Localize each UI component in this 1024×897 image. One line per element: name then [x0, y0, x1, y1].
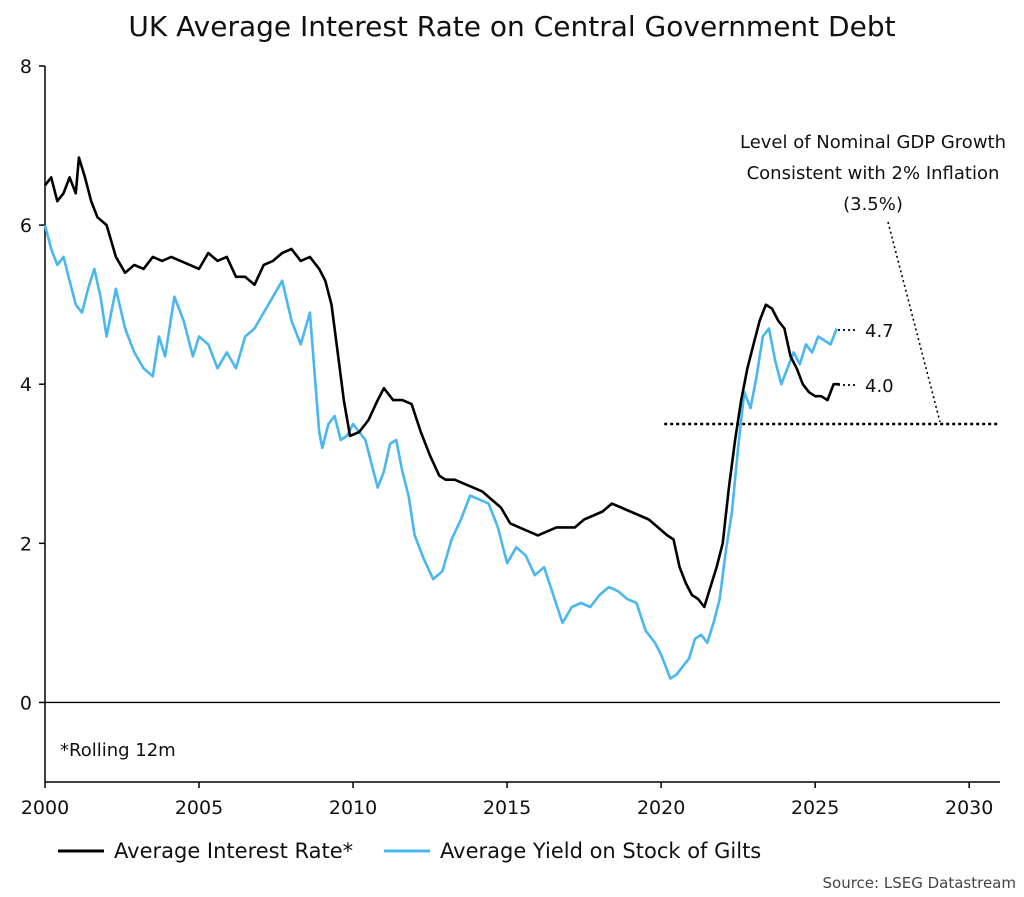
y-tick-label: 8 [20, 56, 32, 78]
x-tick-label: 2025 [791, 797, 839, 819]
x-tick-label: 2000 [21, 797, 69, 819]
y-tick-label: 4 [20, 374, 32, 396]
legend-label-average-yield: Average Yield on Stock of Gilts [440, 839, 761, 863]
gilt-end-label: 4.7 [865, 321, 894, 342]
x-tick-label: 2010 [329, 797, 377, 819]
axes: 0 2 4 6 8 2000 2005 2010 2015 2020 2025 2030 [20, 56, 1000, 819]
y-tick-label: 0 [20, 692, 32, 714]
series-group [43, 156, 840, 680]
gdp-annotation-line-2: Consistent with 2% Inflation [747, 163, 1000, 184]
y-tick-label: 6 [20, 215, 32, 237]
x-tick-label: 2005 [175, 797, 223, 819]
series-line-average-interest-rate [43, 156, 840, 609]
x-tick-label: 2020 [637, 797, 685, 819]
legend: Average Interest Rate* Average Yield on … [58, 839, 761, 863]
source-note: Source: LSEG Datastream [823, 874, 1016, 892]
gdp-annotation-leader [887, 221, 941, 423]
rate-end-label: 4.0 [865, 376, 894, 397]
chart-title: UK Average Interest Rate on Central Gove… [128, 10, 895, 43]
y-tick-label: 2 [20, 533, 32, 555]
footnote: *Rolling 12m [60, 740, 176, 761]
end-labels: 4.7 4.0 [838, 321, 894, 397]
series-line-average-yield [43, 224, 838, 680]
gdp-annotation: Level of Nominal GDP Growth Consistent w… [740, 132, 1006, 423]
x-tick-label: 2015 [483, 797, 531, 819]
legend-label-average-interest-rate: Average Interest Rate* [114, 839, 353, 863]
x-tick-label: 2030 [945, 797, 993, 819]
gdp-annotation-line-3: (3.5%) [843, 194, 903, 215]
gdp-annotation-line-1: Level of Nominal GDP Growth [740, 132, 1006, 153]
